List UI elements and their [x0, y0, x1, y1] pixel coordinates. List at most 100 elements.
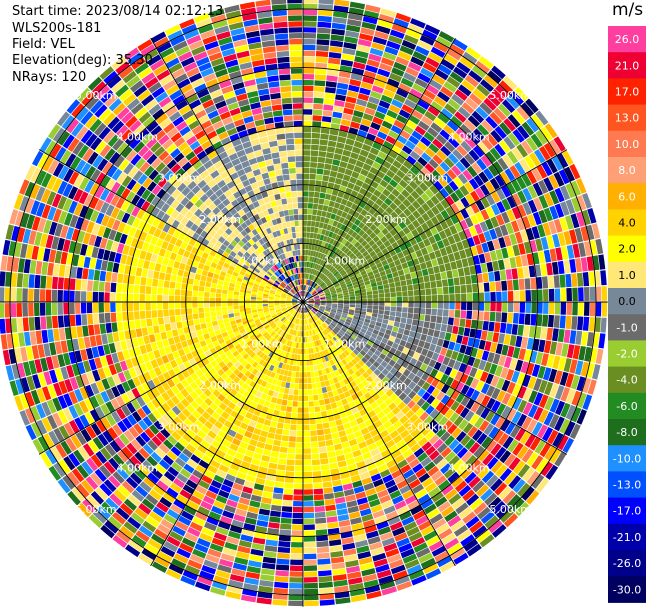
- velocity-gate: [35, 260, 43, 275]
- velocity-gate: [200, 500, 213, 511]
- velocity-gate: [378, 100, 391, 109]
- velocity-gate: [286, 358, 291, 365]
- velocity-gate: [458, 419, 469, 431]
- velocity-gate: [320, 274, 325, 280]
- velocity-gate: [246, 565, 261, 574]
- velocity-gate: [57, 315, 65, 328]
- velocity-gate: [306, 366, 311, 372]
- velocity-gate: [321, 229, 327, 235]
- velocity-gate: [417, 241, 426, 250]
- velocity-gate: [553, 171, 565, 187]
- velocity-gate: [379, 353, 387, 360]
- velocity-gate: [110, 312, 117, 323]
- velocity-gate: [352, 318, 359, 323]
- velocity-gate: [474, 416, 485, 429]
- velocity-gate: [307, 294, 312, 299]
- velocity-gate: [274, 347, 280, 354]
- velocity-gate: [358, 441, 368, 449]
- velocity-gate: [196, 329, 203, 337]
- velocity-gate: [466, 284, 473, 293]
- velocity-gate: [489, 363, 498, 375]
- velocity-gate: [346, 338, 353, 345]
- velocity-gate: [336, 172, 344, 180]
- velocity-gate: [228, 579, 244, 588]
- velocity-gate: [342, 287, 348, 292]
- velocity-gate: [465, 46, 481, 60]
- velocity-gate: [414, 125, 426, 136]
- velocity-gate: [431, 491, 444, 503]
- velocity-gate: [295, 312, 299, 318]
- velocity-gate: [471, 162, 483, 174]
- velocity-gate: [362, 113, 374, 122]
- velocity-gate: [315, 180, 322, 187]
- velocity-gate: [372, 343, 379, 350]
- velocity-gate: [332, 303, 338, 306]
- velocity-gate: [360, 292, 367, 296]
- velocity-gate: [135, 267, 143, 277]
- velocity-gate: [227, 302, 233, 306]
- velocity-gate: [413, 307, 420, 314]
- velocity-gate: [322, 475, 332, 482]
- velocity-gate: [329, 245, 335, 252]
- velocity-gate: [415, 249, 423, 258]
- velocity-gate: [425, 445, 436, 456]
- velocity-gate: [333, 281, 339, 286]
- velocity-gate: [372, 309, 379, 314]
- velocity-gate: [98, 313, 105, 324]
- velocity-gate: [472, 88, 487, 101]
- velocity-gate: [490, 291, 496, 302]
- velocity-gate: [480, 488, 494, 502]
- velocity-gate: [444, 184, 454, 195]
- velocity-gate: [495, 188, 506, 201]
- velocity-gate: [381, 323, 388, 329]
- velocity-gate: [423, 275, 430, 283]
- velocity-gate: [370, 90, 382, 100]
- velocity-gate: [338, 243, 344, 250]
- velocity-gate: [331, 117, 342, 125]
- velocity-gate: [417, 256, 425, 264]
- velocity-gate: [510, 220, 520, 233]
- velocity-gate: [333, 485, 344, 493]
- velocity-gate: [490, 216, 500, 228]
- velocity-gate: [295, 460, 303, 466]
- velocity-gate: [219, 558, 234, 568]
- velocity-gate: [434, 475, 447, 486]
- velocity-gate: [511, 206, 521, 220]
- velocity-gate: [304, 285, 307, 291]
- velocity-gate: [321, 337, 327, 344]
- velocity-gate: [490, 302, 496, 312]
- velocity-gate: [360, 168, 369, 177]
- velocity-gate: [428, 158, 439, 169]
- velocity-gate: [317, 319, 323, 325]
- velocity-gate: [329, 462, 339, 470]
- velocity-gate: [419, 411, 429, 422]
- velocity-gate: [234, 287, 240, 292]
- velocity-gate: [185, 564, 201, 575]
- velocity-gate: [334, 443, 343, 451]
- velocity-gate: [366, 59, 380, 68]
- velocity-gate: [344, 240, 351, 248]
- velocity-gate: [476, 349, 484, 360]
- velocity-gate: [303, 553, 317, 560]
- velocity-gate: [439, 560, 456, 573]
- velocity-gate: [440, 373, 449, 384]
- velocity-gate: [337, 291, 343, 295]
- velocity-gate: [404, 559, 420, 570]
- velocity-gate: [506, 246, 515, 258]
- velocity-gate: [344, 333, 350, 339]
- velocity-gate: [419, 34, 435, 46]
- velocity-gate: [463, 365, 472, 375]
- velocity-gate: [276, 367, 282, 374]
- velocity-gate: [324, 320, 330, 325]
- velocity-gate: [443, 53, 459, 66]
- velocity-gate: [183, 505, 197, 516]
- velocity-gate: [311, 127, 321, 133]
- velocity-gate: [28, 288, 34, 302]
- velocity-gate: [319, 292, 325, 296]
- velocity-gate: [389, 72, 402, 83]
- velocity-gate: [395, 56, 410, 67]
- velocity-gate: [420, 333, 427, 342]
- velocity-gate: [233, 305, 239, 310]
- velocity-gate: [438, 31, 455, 43]
- velocity-gate: [317, 15, 332, 23]
